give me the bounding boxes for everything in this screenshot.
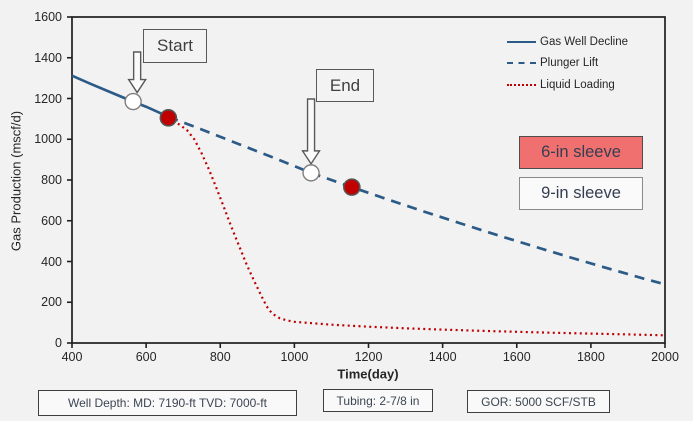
end-arrow-icon [301, 98, 321, 166]
dotted-line-swatch-icon [507, 83, 536, 86]
y-tick-label: 1200 [34, 91, 62, 106]
legend-label: Liquid Loading [540, 78, 615, 91]
badge-6in-sleeve: 6-in sleeve [519, 136, 643, 169]
x-tick-label: 1800 [576, 350, 605, 364]
y-tick-label: 800 [41, 173, 62, 187]
x-tick-label: 2000 [651, 350, 679, 364]
y-tick-label: 0 [55, 336, 62, 350]
well-depth-info-box: Well Depth: MD: 7190-ft TVD: 7000-ft [38, 390, 297, 416]
y-tick-label: 1400 [34, 50, 62, 65]
x-tick-label: 1600 [502, 350, 531, 364]
legend-item-plunger-lift: Plunger Lift [507, 53, 628, 75]
series-gas-well-decline [71, 74, 169, 119]
series-plunger-lift [167, 115, 666, 286]
x-tick-label: 1200 [354, 350, 383, 364]
filled-circle-marker [159, 109, 178, 127]
open-circle-marker [302, 164, 320, 182]
legend-label: Gas Well Decline [540, 35, 628, 48]
x-tick-label: 1400 [428, 350, 457, 364]
tubing-info-box: Tubing: 2-7/8 in [323, 389, 433, 412]
y-tick-label: 400 [41, 254, 62, 269]
legend-item-gas-well-decline: Gas Well Decline [507, 31, 628, 53]
gor-info-box: GOR: 5000 SCF/STB [467, 390, 610, 413]
filled-circle-marker [343, 178, 361, 196]
legend-label: Plunger Lift [540, 57, 599, 70]
y-axis-title: Gas Production (mscf/d) [8, 110, 24, 252]
x-tick-label: 600 [135, 350, 157, 364]
open-circle-marker [124, 92, 142, 111]
legend-item-liquid-loading: Liquid Loading [507, 74, 628, 96]
legend: Gas Well Decline Plunger Lift Liquid Loa… [507, 31, 628, 96]
start-arrow-icon [127, 51, 147, 94]
y-tick-label: 1600 [34, 10, 62, 24]
end-annotation-box: End [316, 69, 374, 102]
y-tick-label: 1000 [34, 132, 62, 147]
y-tick-label: 200 [41, 295, 62, 310]
x-tick-label: 400 [61, 350, 83, 364]
start-annotation-box: Start [143, 29, 207, 63]
x-tick-label: 1000 [280, 350, 309, 364]
dashed-line-swatch-icon [507, 62, 536, 65]
y-tick-label: 600 [41, 213, 62, 228]
x-tick-label: 800 [209, 350, 231, 364]
x-axis-title: Time(day) [337, 366, 399, 382]
badge-9in-sleeve: 9-in sleeve [519, 177, 643, 210]
solid-line-swatch-icon [507, 40, 536, 43]
